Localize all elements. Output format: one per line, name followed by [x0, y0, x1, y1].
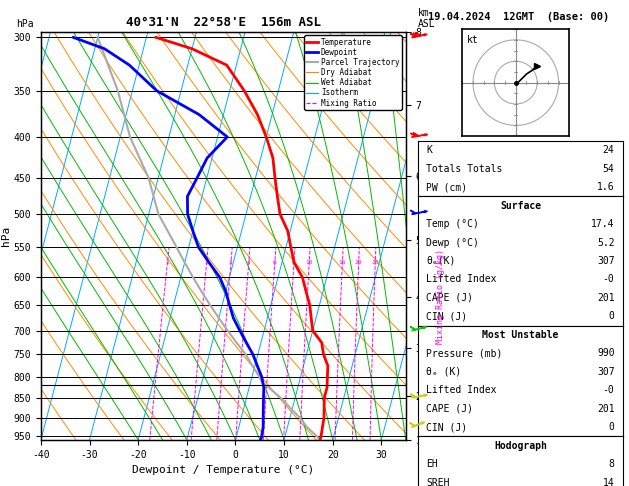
Text: 307: 307: [597, 256, 615, 266]
Text: 14: 14: [603, 478, 615, 486]
Text: Hodograph: Hodograph: [494, 441, 547, 451]
Text: Lifted Index: Lifted Index: [426, 385, 497, 395]
Text: 307: 307: [597, 367, 615, 377]
Text: 990: 990: [597, 348, 615, 358]
Text: CIN (J): CIN (J): [426, 312, 467, 321]
Text: SREH: SREH: [426, 478, 450, 486]
Title: 40°31'N  22°58'E  156m ASL: 40°31'N 22°58'E 156m ASL: [126, 16, 321, 29]
Text: PW (cm): PW (cm): [426, 182, 467, 192]
Text: K: K: [426, 145, 432, 155]
Text: CAPE (J): CAPE (J): [426, 293, 474, 303]
Text: -0: -0: [603, 275, 615, 284]
Text: 0: 0: [609, 422, 615, 432]
Text: 1.6: 1.6: [597, 182, 615, 192]
Text: Mixing Ratio (g/kg): Mixing Ratio (g/kg): [436, 249, 445, 345]
Text: 10: 10: [305, 260, 313, 265]
Text: 54: 54: [603, 164, 615, 174]
Text: 17.4: 17.4: [591, 219, 615, 229]
Text: 5.2: 5.2: [597, 238, 615, 247]
Text: 8: 8: [609, 459, 615, 469]
Text: hPa: hPa: [16, 19, 33, 29]
Text: CIN (J): CIN (J): [426, 422, 467, 432]
Text: Totals Totals: Totals Totals: [426, 164, 503, 174]
Text: EH: EH: [426, 459, 438, 469]
Legend: Temperature, Dewpoint, Parcel Trajectory, Dry Adiabat, Wet Adiabat, Isotherm, Mi: Temperature, Dewpoint, Parcel Trajectory…: [304, 35, 402, 110]
Text: 4: 4: [247, 260, 250, 265]
Text: Surface: Surface: [500, 201, 541, 210]
Text: 19.04.2024  12GMT  (Base: 00): 19.04.2024 12GMT (Base: 00): [428, 12, 610, 22]
X-axis label: Dewpoint / Temperature (°C): Dewpoint / Temperature (°C): [132, 465, 314, 475]
Text: -0: -0: [603, 385, 615, 395]
Text: 201: 201: [597, 293, 615, 303]
Text: 8: 8: [292, 260, 296, 265]
Text: 2: 2: [204, 260, 208, 265]
Text: θₑ (K): θₑ (K): [426, 367, 462, 377]
Text: 16: 16: [338, 260, 346, 265]
Text: LCL: LCL: [416, 381, 431, 390]
Text: CAPE (J): CAPE (J): [426, 404, 474, 414]
Text: Lifted Index: Lifted Index: [426, 275, 497, 284]
Text: 6: 6: [273, 260, 277, 265]
Text: 3: 3: [229, 260, 233, 265]
Text: 20: 20: [355, 260, 362, 265]
Text: Dewp (°C): Dewp (°C): [426, 238, 479, 247]
Text: 24: 24: [603, 145, 615, 155]
Text: θₑ(K): θₑ(K): [426, 256, 456, 266]
Y-axis label: hPa: hPa: [1, 226, 11, 246]
Text: Most Unstable: Most Unstable: [482, 330, 559, 340]
Text: Pressure (mb): Pressure (mb): [426, 348, 503, 358]
Text: 1: 1: [165, 260, 169, 265]
Text: km
ASL: km ASL: [418, 8, 436, 29]
Text: Temp (°C): Temp (°C): [426, 219, 479, 229]
Text: 0: 0: [609, 312, 615, 321]
Text: 201: 201: [597, 404, 615, 414]
Text: kt: kt: [467, 35, 478, 45]
Text: 25: 25: [371, 260, 379, 265]
